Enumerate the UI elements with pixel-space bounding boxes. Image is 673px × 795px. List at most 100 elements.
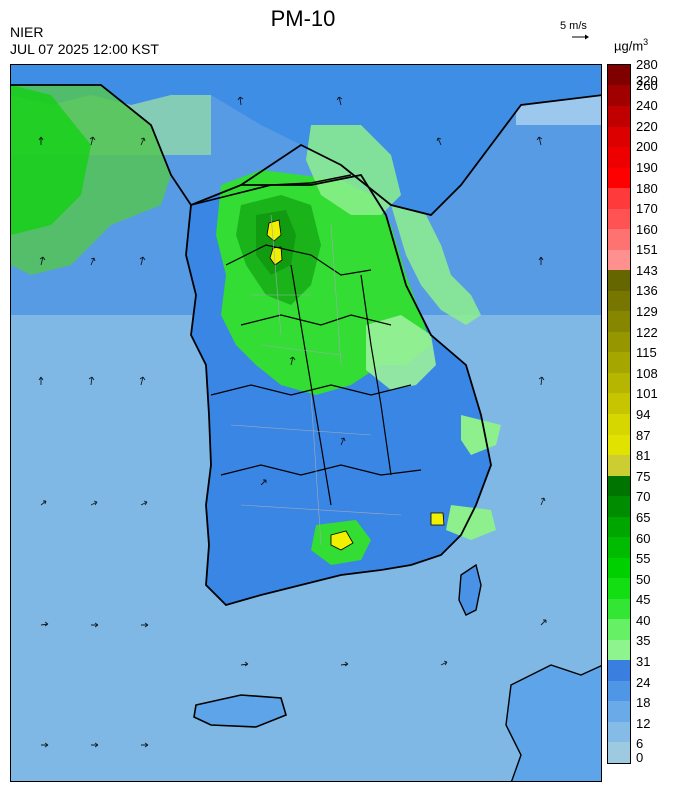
colorbar-swatch xyxy=(608,557,630,579)
inter-korean-border xyxy=(190,174,352,206)
wind-reference-arrow-icon xyxy=(572,34,589,40)
colorbar-tick-label: 12 xyxy=(636,715,651,731)
colorbar-tick-label: 6 xyxy=(636,736,644,752)
colorbar-swatch xyxy=(608,516,630,538)
wind-arrow-field xyxy=(38,96,547,748)
colorbar-tick-label: 160 xyxy=(636,221,658,237)
colorbar-swatch xyxy=(608,598,630,620)
valid-time: JUL 07 2025 12:00 KST xyxy=(10,41,159,57)
unit-exponent: 3 xyxy=(643,37,649,47)
colorbar-tick-label: 108 xyxy=(636,365,658,381)
colorbar-tick-label: 180 xyxy=(636,180,658,196)
colorbar-swatch xyxy=(608,290,630,312)
colorbar-tick-label: 18 xyxy=(636,695,651,711)
north-coastline xyxy=(11,84,601,216)
colorbar-tick-label: 55 xyxy=(636,551,651,567)
colorbar-unit: µg/m3 xyxy=(614,37,648,53)
pm10-map[interactable] xyxy=(10,64,602,782)
colorbar-tick-label: 75 xyxy=(636,468,651,484)
colorbar-swatch xyxy=(608,249,630,271)
colorbar-tick-label: 240 xyxy=(636,98,658,114)
colorbar-tick-label: 136 xyxy=(636,283,658,299)
colorbar-swatch xyxy=(608,578,630,599)
map-title: PM-10 xyxy=(270,6,336,31)
colorbar-tick-label: 122 xyxy=(636,324,658,340)
colorbar-tick-label: 35 xyxy=(636,633,651,649)
colorbar-tick-label: 94 xyxy=(636,407,651,422)
colorbar-swatch xyxy=(608,434,630,456)
colorbar-tick-label: 0 xyxy=(636,750,644,765)
kyushu-land xyxy=(505,664,601,781)
colorbar-swatch xyxy=(608,537,630,558)
colorbar-tick-label: 70 xyxy=(636,489,651,505)
colorbar-swatch xyxy=(608,721,630,743)
colorbar-swatch xyxy=(608,742,630,763)
map-canvas xyxy=(11,65,601,781)
colorbar-swatch xyxy=(608,352,630,373)
colorbar-tick-label: 143 xyxy=(636,262,658,278)
wind-reference-label: 5 m/s xyxy=(560,20,587,32)
hotspot-north xyxy=(266,219,282,242)
colorbar-swatch xyxy=(608,413,630,435)
colorbar-tick-label: 45 xyxy=(636,592,651,608)
tsushima-island xyxy=(458,563,482,616)
colorbar-swatch xyxy=(608,475,630,497)
colorbar-swatch xyxy=(608,188,630,209)
province-boundaries xyxy=(210,244,422,506)
colorbar-swatch xyxy=(608,701,630,722)
colorbar-tick-label: 50 xyxy=(636,571,651,587)
agency-label: NIER xyxy=(10,24,44,40)
colorbar-tick-label: 129 xyxy=(636,304,658,320)
nw-bright-green-region xyxy=(11,85,91,235)
colorbar-tick-label: 40 xyxy=(636,612,651,628)
colorbar-tick-label: 87 xyxy=(636,427,651,443)
colorbar-swatch xyxy=(608,372,630,394)
colorbar-tick-label: 280 xyxy=(636,57,658,72)
district-boundaries xyxy=(230,214,402,546)
colorbar-swatch xyxy=(608,167,630,189)
colorbar-swatch xyxy=(608,106,630,127)
south-korea-coastline xyxy=(185,173,492,607)
pm10-colorbar xyxy=(607,64,631,764)
colorbar-tick-label: 31 xyxy=(636,654,651,670)
colorbar-swatch xyxy=(608,680,630,702)
colorbar-swatch xyxy=(608,639,630,661)
colorbar-tick-label: 65 xyxy=(636,509,651,525)
central-darkest-core xyxy=(256,210,296,275)
colorbar-swatch xyxy=(608,64,630,86)
colorbar-swatch xyxy=(608,126,630,148)
colorbar-tick-label: 81 xyxy=(636,448,651,464)
colorbar-swatch xyxy=(608,619,630,640)
colorbar-tick-label: 170 xyxy=(636,201,658,217)
colorbar-tick-label: 24 xyxy=(636,674,651,690)
colorbar-swatch xyxy=(608,311,630,332)
colorbar-swatch xyxy=(608,393,630,414)
colorbar-tick-label: 115 xyxy=(636,345,657,361)
colorbar-swatch xyxy=(608,270,630,291)
colorbar-tick-label: 200 xyxy=(636,139,658,155)
hotspot-south xyxy=(269,246,283,266)
colorbar-tick-label: 151 xyxy=(636,242,658,258)
hotspot-southcoast xyxy=(330,530,354,551)
hotspot-southeast xyxy=(430,512,445,526)
north-korea-land xyxy=(11,65,601,215)
colorbar-swatch xyxy=(608,147,630,168)
unit-text: µg/m xyxy=(614,38,644,54)
east-light-green-region xyxy=(366,315,436,390)
southeast-green-patch xyxy=(461,415,501,455)
colorbar-tick-label: 260 xyxy=(636,77,658,93)
east-coast-green-strip xyxy=(391,205,481,325)
colorbar-swatch xyxy=(608,85,630,106)
colorbar-swatch xyxy=(608,229,630,250)
colorbar-swatch xyxy=(608,660,630,681)
colorbar-tick-label: 190 xyxy=(636,159,658,175)
jeju-island xyxy=(193,694,287,728)
colorbar-swatch xyxy=(608,455,630,476)
colorbar-tick-label: 220 xyxy=(636,118,658,134)
colorbar-tick-label: 101 xyxy=(636,386,658,402)
busan-green-patch xyxy=(446,505,496,540)
colorbar-swatch xyxy=(608,208,630,230)
colorbar-swatch xyxy=(608,331,630,353)
northeast-light-green-region xyxy=(306,125,401,215)
colorbar-tick-label: 320 xyxy=(636,73,658,88)
